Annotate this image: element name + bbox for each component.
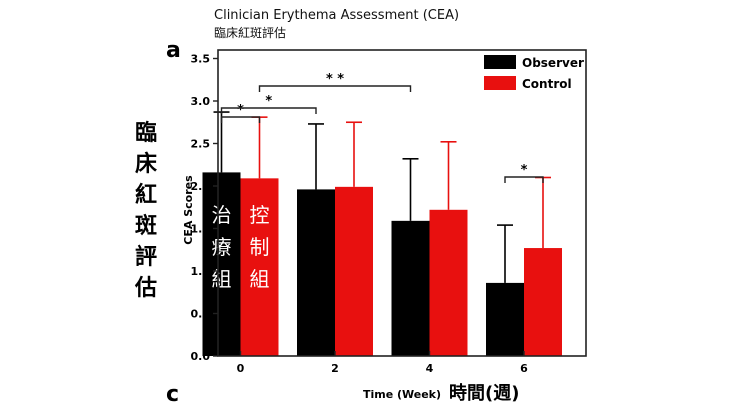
side-label-char: 評 [135,244,157,270]
plot-frame [217,49,587,357]
y-tick-label: 1.0 [191,265,211,278]
significance-bracket [258,85,412,92]
y-axis-label: CEA Scores [182,175,195,245]
legend-swatch-control [484,76,516,90]
significance-bracket [220,107,317,114]
x-tick-label: 0 [237,362,245,375]
y-tick-label: 0.5 [191,308,211,321]
x-tick-label: 2 [331,362,339,375]
significance-mark: * [265,94,272,109]
side-label-char: 斑 [135,214,157,239]
panel-label-c: c [166,382,179,407]
side-label-zh: 臨床紅斑評估 [134,121,158,301]
y-tick-label: 3.0 [191,95,211,108]
x-tick-label: 6 [520,362,528,375]
bar-control-4 [429,209,468,356]
observer-bar-label-zh: 治 [212,203,232,227]
significance-mark: * [521,163,528,178]
x-tick-label: 4 [426,362,434,375]
side-label-char: 臨 [135,121,157,146]
y-tick-label: 1.5 [191,223,211,236]
control-bar-label-zh: 制 [250,235,270,259]
y-tick-label: 2.0 [191,180,211,193]
side-label-char: 紅 [135,182,157,208]
legend-swatch-observer [484,55,516,69]
significance-bracket [504,176,544,183]
chart-title-zh: 臨床紅斑評估 [214,26,287,40]
bar-control-6 [524,248,562,356]
panel-label-a: a [166,38,181,63]
control-bar-label-zh: 組 [250,267,270,291]
bar-observer-0 [202,172,241,356]
control-bar-label-zh: 控 [250,203,270,227]
significance-mark: * [237,103,244,118]
legend-entry-control: Control [522,77,572,91]
observer-bar-label-zh: 療 [212,235,232,259]
y-tick-label: 0.0 [191,350,211,363]
bar-control-0 [240,178,279,356]
bar-observer-4 [391,220,430,356]
significance-bracket [220,116,261,123]
bar-observer-6 [486,282,524,356]
side-label-char: 估 [134,276,157,301]
bar-control-2 [335,186,373,356]
legend-entry-observer: Observer [522,56,584,70]
y-tick-label: 2.5 [191,138,211,151]
y-tick-label: 3.5 [191,53,211,66]
bar-observer-2 [297,189,335,356]
observer-bar-label-zh: 組 [212,267,232,291]
significance-mark: * * [326,72,344,87]
side-label-char: 床 [135,151,158,177]
x-axis-label: Time (Week) [363,388,441,401]
chart-title-en: Clinician Erythema Assessment (CEA) [214,8,460,23]
x-axis-label-zh: 時間(週) [449,383,519,404]
